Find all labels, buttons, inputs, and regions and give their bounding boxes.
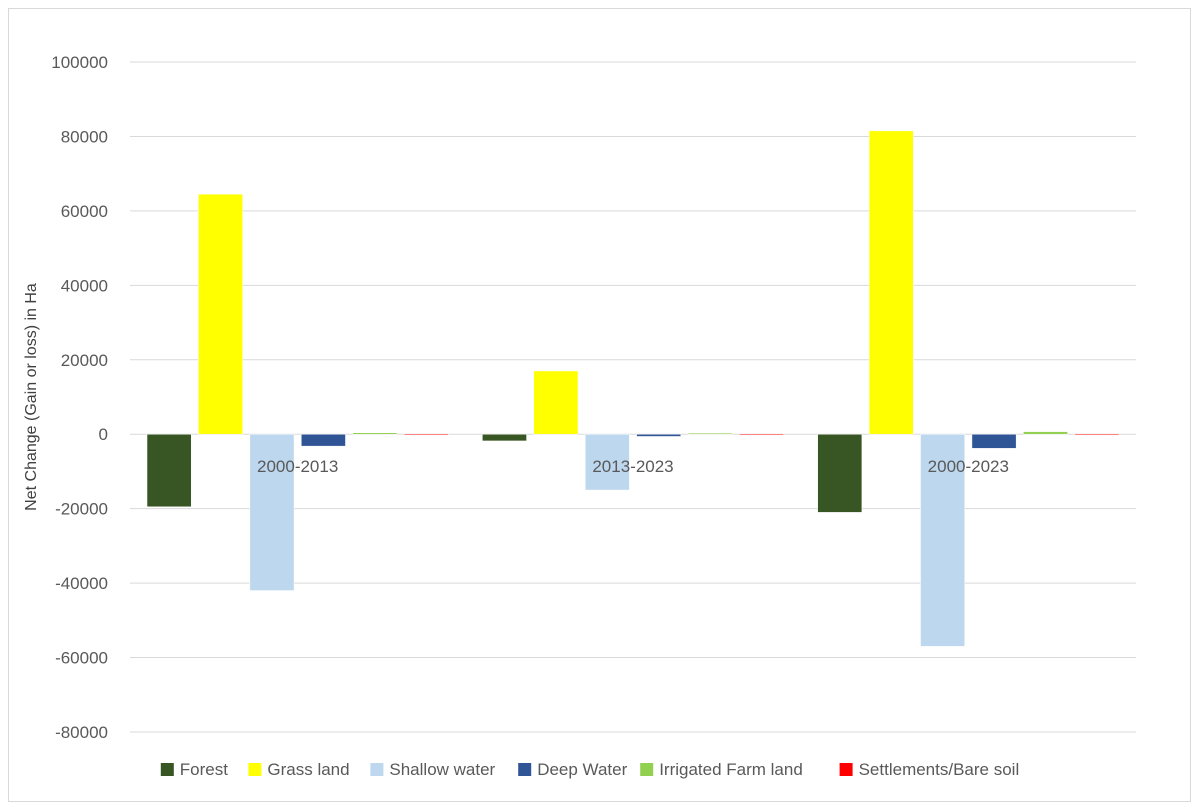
legend-item: Irrigated Farm land: [640, 760, 803, 779]
bar-shallow-water-2013-2023: [584, 433, 630, 491]
y-tick-label: 60000: [61, 202, 108, 221]
bar-grass-land-2013-2023: [533, 370, 579, 435]
y-tick-label: 20000: [61, 351, 108, 370]
y-tick-label: -40000: [55, 574, 108, 593]
bar-forest-2000-2013: [146, 433, 192, 508]
legend-item: Forest: [160, 760, 228, 779]
legend-item: Deep Water: [518, 760, 628, 779]
category-label: 2013-2023: [592, 457, 673, 476]
bar-deep-water-2013-2023: [636, 433, 682, 437]
legend-label: Settlements/Bare soil: [859, 760, 1020, 779]
bar-forest-2000-2023: [817, 433, 863, 513]
y-tick-label: -60000: [55, 649, 108, 668]
y-tick-label: 100000: [51, 53, 108, 72]
legend-swatch: [518, 763, 532, 776]
y-tick-label: -80000: [55, 723, 108, 742]
legend-swatch: [248, 763, 262, 776]
bar-grass-land-2000-2013: [198, 193, 243, 435]
bar-deep-water-2000-2013: [301, 433, 346, 447]
bars: [146, 130, 1120, 647]
y-tick-label: 40000: [61, 276, 108, 295]
y-axis-title: Net Change (Gain or loss) in Ha: [23, 283, 40, 511]
y-axis-ticks: 100000 80000 60000 40000 20000 0 -20000 -40000 -…: [51, 53, 108, 742]
bar-irrigated-farm-land-2000-2023: [1023, 431, 1068, 435]
bar-forest-2013-2023: [482, 433, 527, 442]
legend-label: Grass land: [267, 760, 349, 779]
category-label: 2000-2013: [257, 457, 338, 476]
legend-label: Forest: [180, 760, 228, 779]
y-tick-label: 80000: [61, 127, 108, 146]
bar-irrigated-farm-land-2013-2023: [687, 432, 733, 435]
bar-grass-land-2000-2023: [868, 130, 914, 435]
legend-label: Deep Water: [537, 760, 627, 779]
legend-swatch: [640, 763, 654, 776]
bar-irrigated-farm-land-2000-2013: [352, 432, 398, 435]
y-tick-label: -20000: [55, 500, 108, 519]
legend-item: Settlements/Bare soil: [839, 760, 1020, 779]
bar-settlements-bare-soil-2000-2023: [1074, 433, 1120, 436]
legend-swatch: [370, 763, 384, 776]
legend-label: Irrigated Farm land: [659, 760, 803, 779]
category-labels: 2000-2013 2013-2023 2000-2023: [257, 457, 1009, 476]
bar-deep-water-2000-2023: [971, 433, 1017, 449]
legend-item: Shallow water: [370, 760, 496, 779]
bar-shallow-water-2000-2023: [920, 433, 965, 647]
bar-settlements-bare-soil-2000-2013: [403, 433, 449, 436]
gridlines: [130, 61, 1136, 733]
y-tick-label: 0: [99, 425, 108, 444]
legend-item: Grass land: [248, 760, 350, 779]
legend-swatch: [839, 763, 853, 776]
legend-label: Shallow water: [389, 760, 495, 779]
bar-settlements-bare-soil-2013-2023: [739, 433, 784, 436]
bar-shallow-water-2000-2013: [249, 433, 295, 591]
legend: Forest Grass land Shallow water Deep Water I…: [160, 760, 1020, 779]
category-label: 2000-2023: [928, 457, 1009, 476]
legend-swatch: [160, 763, 174, 776]
